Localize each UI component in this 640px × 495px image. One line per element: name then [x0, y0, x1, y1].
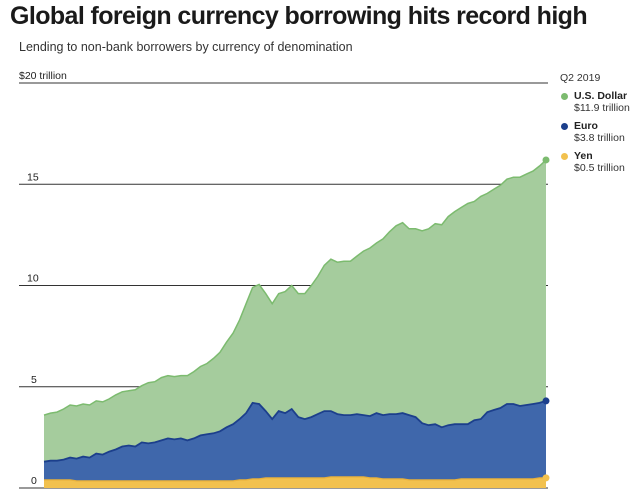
legend-value-yen: $0.5 trillion [574, 162, 625, 174]
legend-swatch-usd [561, 93, 568, 100]
y-tick-label-10: 10 [27, 273, 39, 285]
end-marker-yen [542, 474, 550, 482]
legend-value-euro: $3.8 trillion [574, 132, 625, 144]
chart-title: Global foreign currency borrowing hits r… [10, 2, 588, 30]
y-axis-top-label: $20 trillion [19, 70, 67, 82]
legend-header: Q2 2019 [560, 72, 601, 84]
legend-name-usd: U.S. Dollar [574, 90, 628, 102]
y-tick-label-15: 15 [27, 171, 39, 183]
area-yen [44, 476, 546, 488]
area-usd [44, 160, 546, 462]
end-marker-usd [542, 156, 550, 164]
chart-subtitle: Lending to non-bank borrowers by currenc… [19, 40, 353, 54]
end-marker-euro [542, 397, 550, 405]
y-tick-label-5: 5 [31, 374, 37, 386]
legend: Q2 2019 U.S. Dollar $11.9 trillion Euro … [560, 72, 640, 180]
legend-swatch-yen [561, 153, 568, 160]
legend-name-euro: Euro [574, 120, 598, 132]
line-euro [43, 400, 547, 463]
line-usd [43, 159, 547, 416]
legend-name-yen: Yen [574, 150, 593, 162]
legend-item-euro: Euro $3.8 trillion [560, 120, 640, 144]
area-euro [44, 400, 546, 481]
legend-swatch-euro [561, 123, 568, 130]
legend-item-usd: U.S. Dollar $11.9 trillion [560, 90, 640, 114]
legend-value-usd: $11.9 trillion [574, 102, 630, 114]
line-yen [44, 476, 546, 482]
legend-item-yen: Yen $0.5 trillion [560, 150, 640, 174]
y-tick-label-0: 0 [31, 475, 37, 487]
